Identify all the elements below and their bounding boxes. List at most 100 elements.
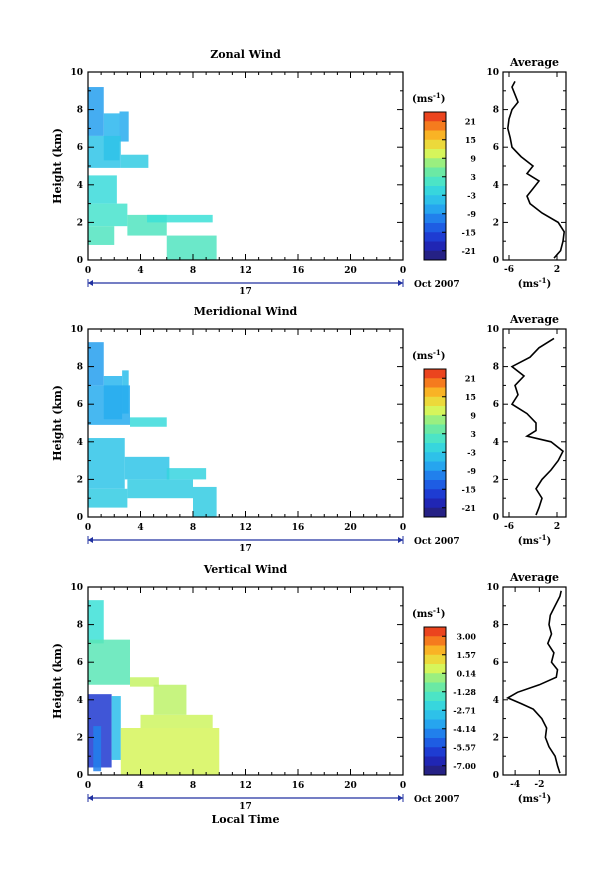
colorbar-tick-label: -15 — [462, 484, 476, 494]
date-day: 17 — [239, 544, 252, 554]
colorbar-segment — [424, 728, 446, 739]
colorbar-segment — [424, 121, 446, 131]
data-region-6 — [124, 456, 170, 480]
colorbar-segment — [424, 719, 446, 730]
profile-y-tick-label: 2 — [493, 475, 499, 485]
colorbar-tick-label: -21 — [462, 503, 476, 513]
profile-frame — [502, 71, 567, 261]
colorbar-tick-label: 0.14 — [457, 668, 477, 678]
profile-y-tick-label: 4 — [493, 438, 499, 448]
y-tick-label: 4 — [77, 181, 83, 191]
profile-frame — [502, 328, 567, 518]
profile-line — [506, 81, 566, 259]
colorbar-segment — [424, 149, 446, 159]
colorbar-segment — [424, 369, 446, 379]
date-bar-arrow-left — [88, 280, 93, 286]
date-month: Oct 2007 — [414, 795, 460, 805]
colorbar-segment — [424, 387, 446, 398]
data-region-5 — [88, 438, 125, 489]
colorbar-tick-label: -1.28 — [453, 687, 476, 697]
data-region-8 — [127, 479, 193, 499]
colorbar-segment — [424, 756, 446, 767]
colorbar-segment — [424, 636, 446, 646]
x-tick-label: 12 — [239, 523, 252, 533]
colorbar-segment — [424, 452, 446, 462]
colorbar-tick-label: -5.57 — [453, 742, 476, 752]
x-tick-label: 16 — [292, 523, 305, 533]
colorbar-segment — [424, 158, 446, 168]
colorbar-unit: (ms-1) — [412, 348, 445, 362]
y-tick-label: 0 — [77, 513, 83, 523]
profile-y-tick-label: 10 — [486, 68, 499, 78]
colorbar-tick-label: -9 — [467, 209, 476, 219]
data-region-2 — [119, 111, 129, 142]
x-tick-label: 20 — [344, 781, 357, 791]
x-tick-label: 12 — [239, 781, 252, 791]
colorbar-tick-label: 9 — [470, 153, 476, 163]
x-tick-label: 20 — [344, 266, 357, 276]
colorbar-frame — [423, 626, 447, 776]
x-tick-label: 4 — [137, 266, 143, 276]
profile-y-tick-label: 0 — [493, 771, 499, 781]
date-day: 17 — [239, 802, 252, 812]
profile-y-tick-label: 10 — [486, 583, 499, 593]
colorbar-segment — [424, 664, 446, 674]
colorbar-segment — [424, 654, 446, 665]
x-tick-label: 0 — [85, 781, 91, 791]
colorbar-segment — [424, 645, 446, 656]
colorbar-segment — [424, 396, 446, 407]
data-region-8 — [153, 684, 187, 715]
profile-unit-exp: -1 — [539, 791, 547, 800]
x-tick-label: 0 — [400, 523, 406, 533]
x-tick-label: 8 — [190, 266, 196, 276]
colorbar-tick-label: -9 — [467, 466, 476, 476]
colorbar-segment — [424, 167, 446, 178]
colorbar-frame — [423, 111, 447, 261]
y-tick-label: 6 — [77, 400, 83, 410]
colorbar-tick-label: 15 — [465, 392, 476, 402]
data-region-5 — [88, 175, 117, 204]
profile-unit: (ms-1) — [518, 791, 551, 805]
panel-title: Vertical Wind — [203, 563, 288, 576]
profile-x-tick-label: -2 — [534, 780, 544, 790]
colorbar-tick-label: 21 — [465, 373, 476, 383]
colorbar-segment — [424, 765, 446, 776]
x-tick-label: 8 — [190, 781, 196, 791]
y-tick-label: 10 — [70, 583, 83, 593]
y-tick-label: 2 — [77, 475, 83, 485]
colorbar-segment — [424, 223, 446, 233]
colorbar-tick-label: 1.57 — [457, 650, 476, 660]
data-region-6 — [88, 203, 128, 227]
data-region-7 — [140, 714, 213, 728]
colorbar-segment — [424, 498, 446, 509]
date-day: 17 — [239, 287, 252, 297]
profile-unit-exp: -1 — [539, 533, 547, 542]
date-bar-arrow-right — [398, 280, 403, 286]
profile-y-tick-label: 4 — [493, 696, 499, 706]
colorbar-frame — [423, 368, 447, 518]
y-tick-label: 2 — [77, 733, 83, 743]
x-tick-label: 16 — [292, 266, 305, 276]
data-region-0 — [88, 600, 104, 644]
y-tick-label: 0 — [77, 771, 83, 781]
colorbar-unit: (ms-1) — [412, 606, 445, 620]
y-tick-label: 2 — [77, 218, 83, 228]
data-region-1 — [88, 639, 130, 685]
data-region-4 — [120, 154, 149, 168]
x-tick-label: 0 — [400, 781, 406, 791]
profile-unit-exp: -1 — [539, 276, 547, 285]
profile-y-tick-label: 6 — [493, 143, 499, 153]
colorbar-tick-label: 3.00 — [457, 631, 477, 641]
y-axis-label: Height (km) — [51, 128, 64, 204]
colorbar-unit-base: (ms — [412, 351, 433, 362]
x-tick-label: 0 — [400, 266, 406, 276]
colorbar-unit-base: (ms — [412, 609, 433, 620]
colorbar-segment — [424, 406, 446, 416]
y-tick-label: 8 — [77, 106, 83, 116]
data-region-5 — [93, 726, 102, 772]
colorbar-segment — [424, 250, 446, 261]
